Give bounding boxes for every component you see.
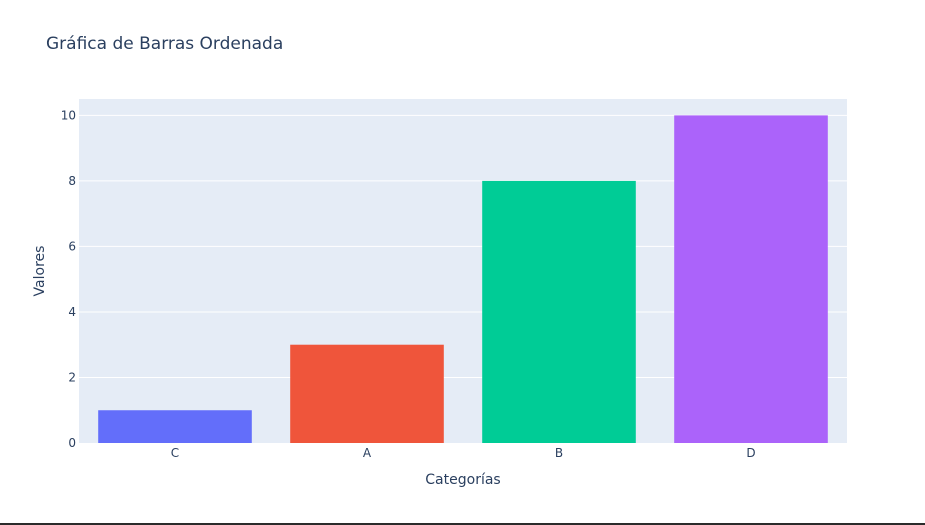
x-axis-title: Categorías [425, 472, 500, 488]
y-axis-title: Valores [32, 246, 48, 297]
bar-A[interactable] [290, 344, 444, 443]
chart-title: Gráfica de Barras Ordenada [46, 34, 283, 54]
y-axis-ticks: 0 2 4 6 8 10 [61, 108, 76, 450]
y-tick-label: 4 [68, 305, 76, 319]
x-tick-label: D [746, 446, 755, 460]
bar-B[interactable] [482, 180, 636, 443]
x-tick-label: A [363, 446, 372, 460]
y-tick-label: 10 [61, 108, 76, 122]
bar-C[interactable] [98, 410, 252, 443]
y-tick-label: 0 [68, 436, 76, 450]
bar-D[interactable] [674, 115, 828, 443]
x-tick-label: B [555, 446, 563, 460]
y-tick-label: 2 [68, 370, 76, 384]
bars [98, 115, 828, 443]
bottom-border [0, 523, 925, 525]
y-tick-label: 8 [68, 174, 76, 188]
x-tick-label: C [171, 446, 179, 460]
y-tick-label: 6 [68, 239, 76, 253]
